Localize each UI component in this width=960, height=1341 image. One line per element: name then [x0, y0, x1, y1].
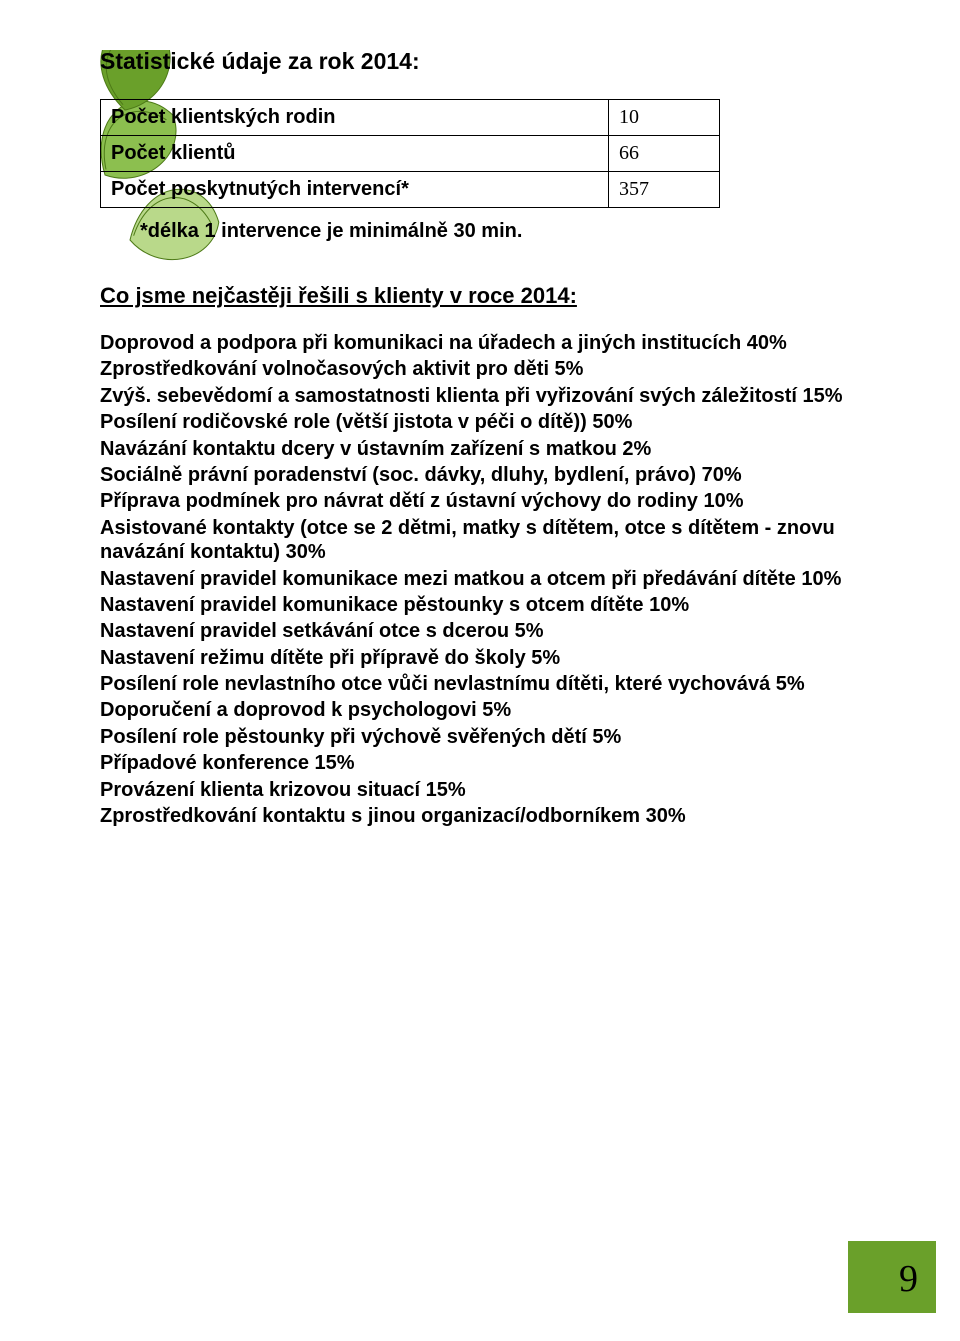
stat-label: Počet klientských rodin — [101, 100, 609, 136]
content: Statistické údaje za rok 2014: Počet kli… — [100, 48, 870, 828]
list-item: Příprava podmínek pro návrat dětí z ústa… — [100, 489, 870, 513]
list-item: Provázení klienta krizovou situací 15% — [100, 778, 870, 802]
page-number-box — [848, 1241, 936, 1313]
list-item: Zvýš. sebevědomí a samostatnosti klienta… — [100, 384, 870, 408]
list-item: Posílení rodičovské role (větší jistota … — [100, 410, 870, 434]
list-item: Nastavení pravidel komunikace mezi matko… — [100, 567, 870, 591]
list-item: Nastavení režimu dítěte při přípravě do … — [100, 646, 870, 670]
list-item: Nastavení pravidel komunikace pěstounky … — [100, 593, 870, 617]
list-item: Doprovod a podpora při komunikaci na úřa… — [100, 331, 870, 355]
section-heading: Co jsme nejčastěji řešili s klienty v ro… — [100, 283, 870, 309]
list-item: Posílení role pěstounky při výchově svěř… — [100, 725, 870, 749]
items-list: Doprovod a podpora při komunikaci na úřa… — [100, 331, 870, 828]
list-item: Navázání kontaktu dcery v ústavním zaříz… — [100, 437, 870, 461]
table-row: Počet klientů 66 — [101, 136, 720, 172]
stat-label: Počet klientů — [101, 136, 609, 172]
list-item: Sociálně právní poradenství (soc. dávky,… — [100, 463, 870, 487]
stat-value: 357 — [609, 172, 720, 208]
list-item: Asistované kontakty (otce se 2 dětmi, ma… — [100, 516, 870, 565]
stat-value: 10 — [609, 100, 720, 136]
page-number: 9 — [899, 1257, 918, 1301]
stat-value: 66 — [609, 136, 720, 172]
table-row: Počet poskytnutých intervencí* 357 — [101, 172, 720, 208]
stats-table: Počet klientských rodin 10 Počet klientů… — [100, 99, 720, 208]
list-item: Zprostředkování kontaktu s jinou organiz… — [100, 804, 870, 828]
list-item: Posílení role nevlastního otce vůči nevl… — [100, 672, 870, 696]
list-item: Zprostředkování volnočasových aktivit pr… — [100, 357, 870, 381]
page: Statistické údaje za rok 2014: Počet kli… — [0, 0, 960, 1341]
list-item: Doporučení a doprovod k psychologovi 5% — [100, 698, 870, 722]
table-footnote: *délka 1 intervence je minimálně 30 min. — [140, 220, 870, 243]
list-item: Případové konference 15% — [100, 751, 870, 775]
page-title: Statistické údaje za rok 2014: — [100, 48, 870, 75]
list-item: Nastavení pravidel setkávání otce s dcer… — [100, 619, 870, 643]
table-row: Počet klientských rodin 10 — [101, 100, 720, 136]
stat-label: Počet poskytnutých intervencí* — [101, 172, 609, 208]
